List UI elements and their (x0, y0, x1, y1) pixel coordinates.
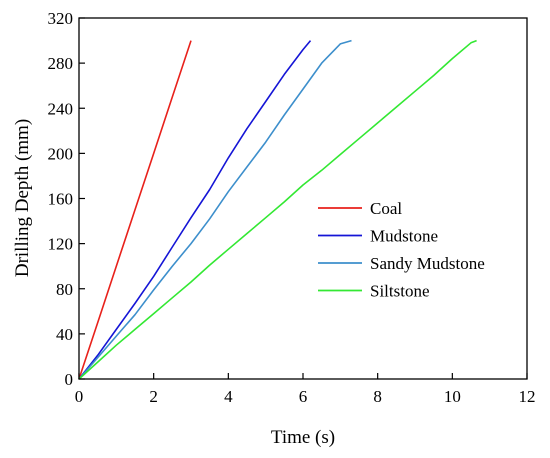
series-line-siltstone (78, 39, 477, 380)
y-tick-label: 80 (56, 280, 73, 299)
series-line-sandy-mudstone (78, 39, 352, 380)
x-tick-label: 4 (224, 387, 233, 406)
y-tick-label: 120 (48, 235, 74, 254)
x-tick-label: 0 (75, 387, 84, 406)
series-line-mudstone (78, 40, 312, 380)
y-axis-ticks: 0 40 80 120 160 200 240 280 320 (48, 9, 85, 389)
y-tick-label: 200 (48, 144, 74, 163)
legend-label: Coal (370, 199, 402, 218)
x-axis-label: Time (s) (271, 427, 335, 448)
x-tick-label: 10 (444, 387, 461, 406)
x-axis-ticks: 0 2 4 6 8 10 12 (75, 373, 536, 406)
legend-label: Siltstone (370, 282, 430, 301)
series-lines (78, 39, 477, 380)
y-tick-label: 160 (48, 190, 74, 209)
series-line-coal (78, 40, 192, 380)
y-tick-label: 320 (48, 9, 74, 28)
y-tick-label: 40 (56, 325, 73, 344)
y-tick-label: 280 (48, 54, 74, 73)
x-tick-label: 6 (299, 387, 308, 406)
legend-label: Mudstone (370, 227, 438, 246)
plot-frame (78, 17, 528, 380)
legend-label: Sandy Mudstone (370, 254, 485, 273)
legend: Coal Mudstone Sandy Mudstone Siltstone (318, 199, 485, 301)
y-tick-label: 240 (48, 99, 74, 118)
x-tick-label: 8 (373, 387, 382, 406)
x-tick-label: 2 (149, 387, 158, 406)
x-tick-label: 12 (519, 387, 536, 406)
y-axis-label: Drilling Depth (mm) (12, 119, 33, 277)
y-tick-label: 0 (65, 370, 74, 389)
